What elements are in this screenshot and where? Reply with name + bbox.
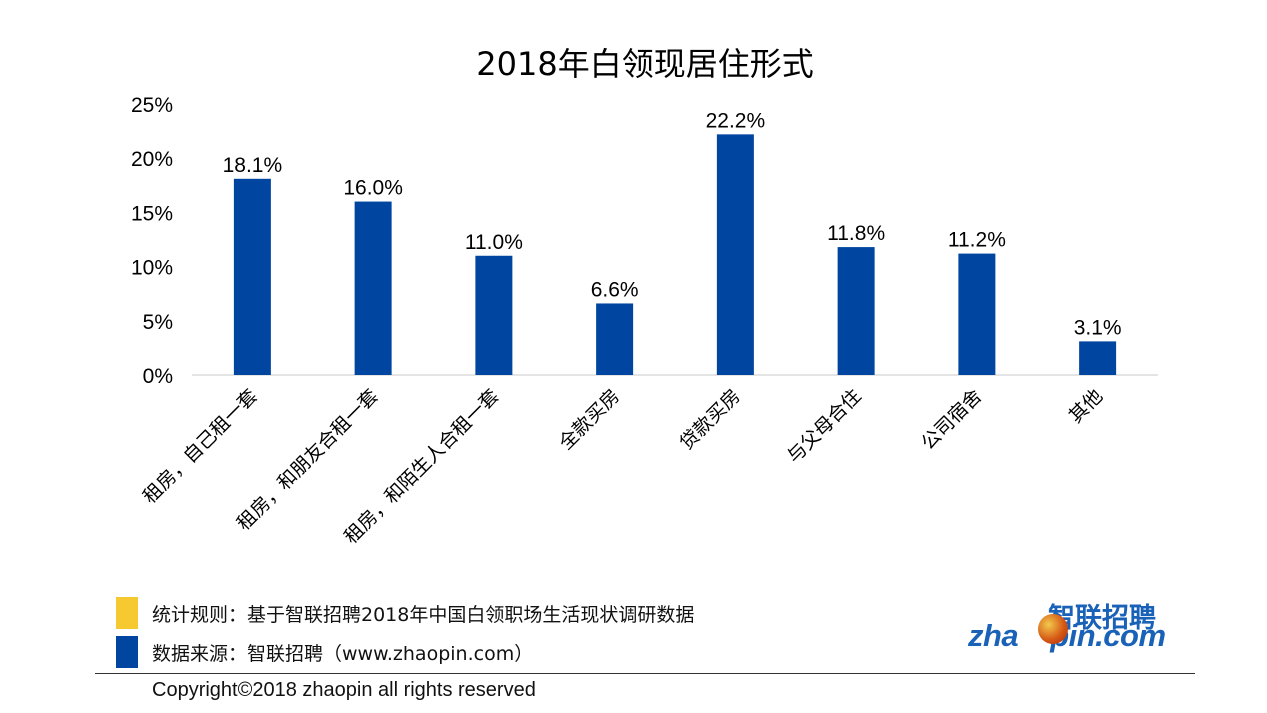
legend-swatch-yellow — [116, 597, 138, 629]
legend-swatch-blue — [116, 636, 138, 668]
logo-en-right: pin.com — [1050, 618, 1166, 653]
data-label: 11.8% — [827, 222, 885, 245]
bar — [837, 247, 875, 375]
zhaopin-logo: 智联招聘 zha pin.com — [968, 596, 1168, 660]
footer-divider — [95, 673, 1195, 674]
data-label: 18.1% — [223, 154, 283, 177]
x-category-label: 与父母合住 — [783, 385, 866, 468]
y-tick-label: 15% — [131, 202, 173, 225]
chart-title: 2018年白领现居住形式 — [476, 45, 813, 83]
y-tick-label: 0% — [143, 365, 173, 388]
x-category-label: 其他 — [1065, 385, 1107, 427]
x-category-label: 贷款买房 — [676, 385, 745, 454]
bar — [596, 303, 634, 375]
zhaopin-ball-icon — [1038, 614, 1068, 644]
data-label: 22.2% — [706, 109, 766, 132]
bar — [716, 134, 754, 375]
logo-en-left: zha — [968, 618, 1019, 653]
logo-en-text: zha pin.com — [968, 618, 1166, 654]
bar — [354, 201, 392, 375]
data-label: 11.2% — [948, 229, 1006, 252]
y-tick-label: 25% — [131, 94, 173, 117]
data-label: 16.0% — [343, 177, 403, 200]
x-category-label: 租房，自己租一套 — [139, 385, 262, 508]
bar — [1079, 341, 1117, 375]
legend-rule-text: 统计规则：基于智联招聘2018年中国白领职场生活现状调研数据 — [152, 603, 695, 626]
bar — [475, 255, 513, 375]
bar-chart: 2018年白领现居住形式 0% 5% 10% 15% 20% 25% 18.1% 16.0%… — [131, 45, 1158, 548]
y-axis: 0% 5% 10% 15% 20% 25% — [131, 94, 173, 388]
legend-rule: 统计规则：基于智联招聘2018年中国白领职场生活现状调研数据 — [116, 597, 694, 629]
data-labels: 18.1% 16.0% 11.0% 6.6% 22.2% 11.8% 11.2% 3.1% — [223, 109, 1122, 339]
y-tick-label: 20% — [131, 148, 173, 171]
y-tick-label: 5% — [143, 311, 173, 334]
bars — [233, 134, 1117, 375]
x-category-label: 全款买房 — [555, 385, 624, 454]
data-label: 6.6% — [591, 278, 639, 301]
data-label: 11.0% — [465, 231, 523, 254]
legend-source-text: 数据来源：智联招聘（www.zhaopin.com） — [152, 642, 534, 665]
y-tick-label: 10% — [131, 257, 173, 280]
data-label: 3.1% — [1074, 316, 1122, 339]
bar — [958, 253, 996, 375]
x-category-label: 公司宿舍 — [917, 385, 986, 454]
bar — [233, 178, 271, 375]
copyright-text: Copyright©2018 zhaopin all rights reserv… — [152, 679, 536, 701]
legend-source: 数据来源：智联招聘（www.zhaopin.com） — [116, 636, 533, 668]
